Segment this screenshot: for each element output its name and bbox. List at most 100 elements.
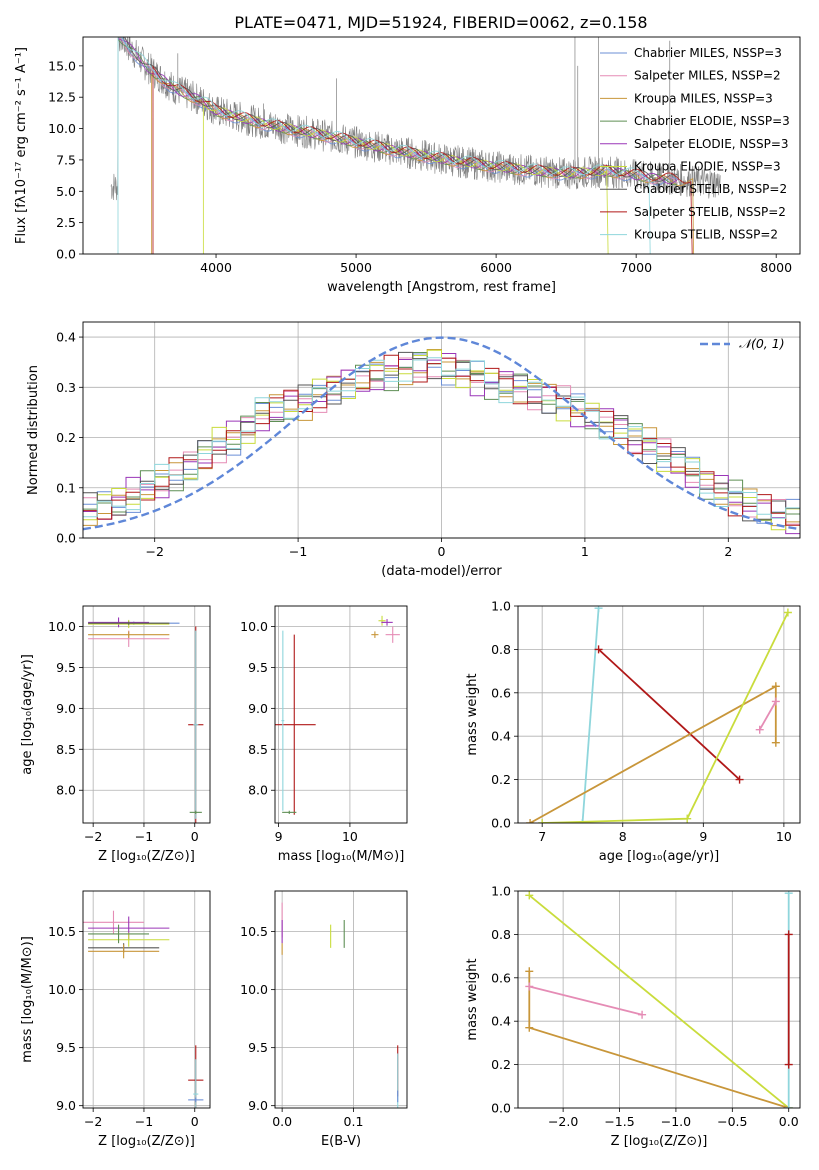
weight-marker-kroupa_stelib [594,606,603,613]
axes-frame [82,890,211,1109]
y-tick-label: 9.5 [56,1040,76,1055]
x-tick-label: −2 [84,829,102,844]
y-tick-label: 8.5 [248,742,268,757]
x-axis-label: age [log₁₀(age/yr)] [599,849,720,864]
x-tick-label: 0 [438,544,446,559]
plot-area-residuals [83,336,800,535]
y-tick-label: 9.5 [248,660,268,675]
legend-label: 𝒩(0, 1) [739,336,785,351]
weight-marker-kroupa_miles [525,1023,534,1032]
x-tick-label: 2 [724,544,732,559]
x-tick-label: 0.0 [779,1114,799,1129]
histogram-kroupa_stelib [83,357,800,519]
x-tick-label: 4000 [200,260,232,275]
gaussian-curve [83,336,800,531]
data-spectrum-line [110,37,721,201]
y-tick-label: 0.0 [491,816,511,831]
x-tick-label: 0.0 [272,1114,292,1129]
weight-marker-salpeter_stelib [735,775,744,784]
histogram-kroupa_elodie [83,349,800,531]
y-tick-label: 0.8 [491,642,511,657]
model-line-kroupa_stelib [117,37,651,254]
weight-marker-salpeter_stelib [784,930,793,939]
weight-marker-kroupa_elodie [683,814,692,823]
y-tick-label: 0.6 [491,970,511,985]
axes-frame [274,890,408,1109]
plot-area-weight_vs_Z [525,891,793,1108]
y-tick-label: 10.0 [48,619,76,634]
weight-marker-salpeter_stelib [594,645,603,654]
legend-label: Chabrier MILES, NSSP=3 [634,46,782,60]
weight-marker-kroupa_stelib [578,819,587,823]
x-tick-label: −1 [135,1114,153,1129]
x-tick-label: −2 [84,1114,102,1129]
x-tick-label: −1 [135,829,153,844]
y-tick-label: 8.0 [56,783,76,798]
weight-line-kroupa_stelib [581,608,600,823]
y-tick-label: 0.0 [491,1101,511,1116]
y-axis-label: mass [log₁₀(M/M⊙)] [20,936,35,1063]
x-tick-label: 0.1 [344,1114,364,1129]
legend-label: Salpeter STELIB, NSSP=2 [634,205,786,219]
y-tick-label: 10.0 [48,121,76,136]
y-tick-label: 15.0 [48,58,76,73]
y-tick-label: 0.1 [56,480,76,495]
weight-line-kroupa_elodie [542,612,789,823]
x-tick-label: −1 [289,544,307,559]
y-tick-label: 0.4 [491,1014,511,1029]
legend: Chabrier MILES, NSSP=3 Salpeter MILES, NS… [600,46,790,242]
weight-marker-kroupa_miles [771,682,780,691]
axes-frame [82,36,801,255]
axes-age_vs_mass: 9 10 8.0 8.5 9.0 9.5 10.0 mass [log₁₀(M/M⊙)] [240,605,408,864]
plot-area-age_vs_mass [275,615,400,815]
x-tick-label: 0 [191,1114,199,1129]
weight-marker-kroupa_elodie [538,819,547,823]
weight-marker-kroupa_elodie [783,608,792,617]
y-tick-label: 10.5 [48,924,76,939]
axes-weight_vs_age: 7 8 9 10 0.0 0.2 0.4 0.6 0.8 1.0 age [log₁₀(age/yr… [465,599,801,864]
legend-label: Chabrier ELODIE, NSSP=3 [634,114,790,128]
y-tick-label: 0.3 [56,380,76,395]
x-axis-label: Z [log₁₀(Z/Z⊙)] [98,1134,195,1149]
model-line-chabrier_elodie [117,38,678,186]
x-tick-label: −1.0 [661,1114,691,1129]
y-axis-label: mass weight [465,673,480,755]
x-tick-label: −2.0 [548,1114,578,1129]
y-tick-label: 10.5 [240,924,268,939]
y-tick-label: 8.0 [248,783,268,798]
y-axis-label: Normed distribution [26,365,41,495]
plots: 4000 5000 6000 7000 80000.02.55.07.510.012.5… [14,36,801,1149]
y-tick-label: 0.0 [56,531,76,546]
legend-label: Salpeter ELODIE, NSSP=3 [634,137,789,151]
legend-label: Kroupa MILES, NSSP=3 [634,91,773,105]
x-tick-label: 8 [619,829,627,844]
y-tick-label: 5.0 [56,184,76,199]
y-tick-label: 0.4 [56,330,76,345]
x-tick-label: 0 [191,829,199,844]
weight-line-kroupa_miles [528,971,789,1108]
y-tick-label: 9.0 [248,1098,268,1113]
x-tick-label: 1 [581,544,589,559]
axes-residuals: −2 −1 0 1 2 0.0 0.1 0.2 0.3 0.4 (data-model)/error… [26,321,801,579]
weight-marker-kroupa_stelib [784,1104,793,1108]
y-tick-label: 9.5 [56,660,76,675]
x-axis-label: wavelength [Angstrom, rest frame] [327,280,556,295]
x-tick-label: −0.5 [717,1114,747,1129]
histogram-chabrier_stelib [83,351,800,522]
y-tick-label: 9.5 [248,1040,268,1055]
model-line-kroupa_miles [151,71,695,254]
y-tick-label: 2.5 [56,215,76,230]
weight-marker-kroupa_elodie [525,891,534,900]
weight-line-salpeter_miles [758,701,777,731]
legend: 𝒩(0, 1) [700,336,785,351]
axes-spectrum: 4000 5000 6000 7000 8000 0.0 2.5 5.0 7.5 10.0 12.5… [14,36,801,295]
x-tick-label: 9 [275,829,283,844]
y-tick-label: 12.5 [48,90,76,105]
figure-title: PLATE=0471, MJD=51924, FIBERID=0062, z=0… [234,13,647,32]
y-axis-label: age [log₁₀(age/yr)] [20,654,35,775]
y-tick-label: 9.0 [56,1098,76,1113]
legend-label: Salpeter MILES, NSSP=2 [634,69,781,83]
weight-marker-salpeter_miles [525,982,534,991]
y-tick-label: 9.0 [248,701,268,716]
weight-line-salpeter_stelib [597,648,741,781]
